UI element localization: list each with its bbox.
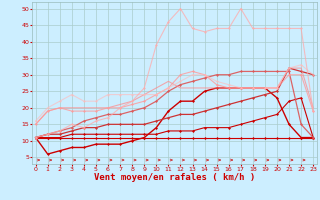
X-axis label: Vent moyen/en rafales ( km/h ): Vent moyen/en rafales ( km/h )	[94, 173, 255, 182]
